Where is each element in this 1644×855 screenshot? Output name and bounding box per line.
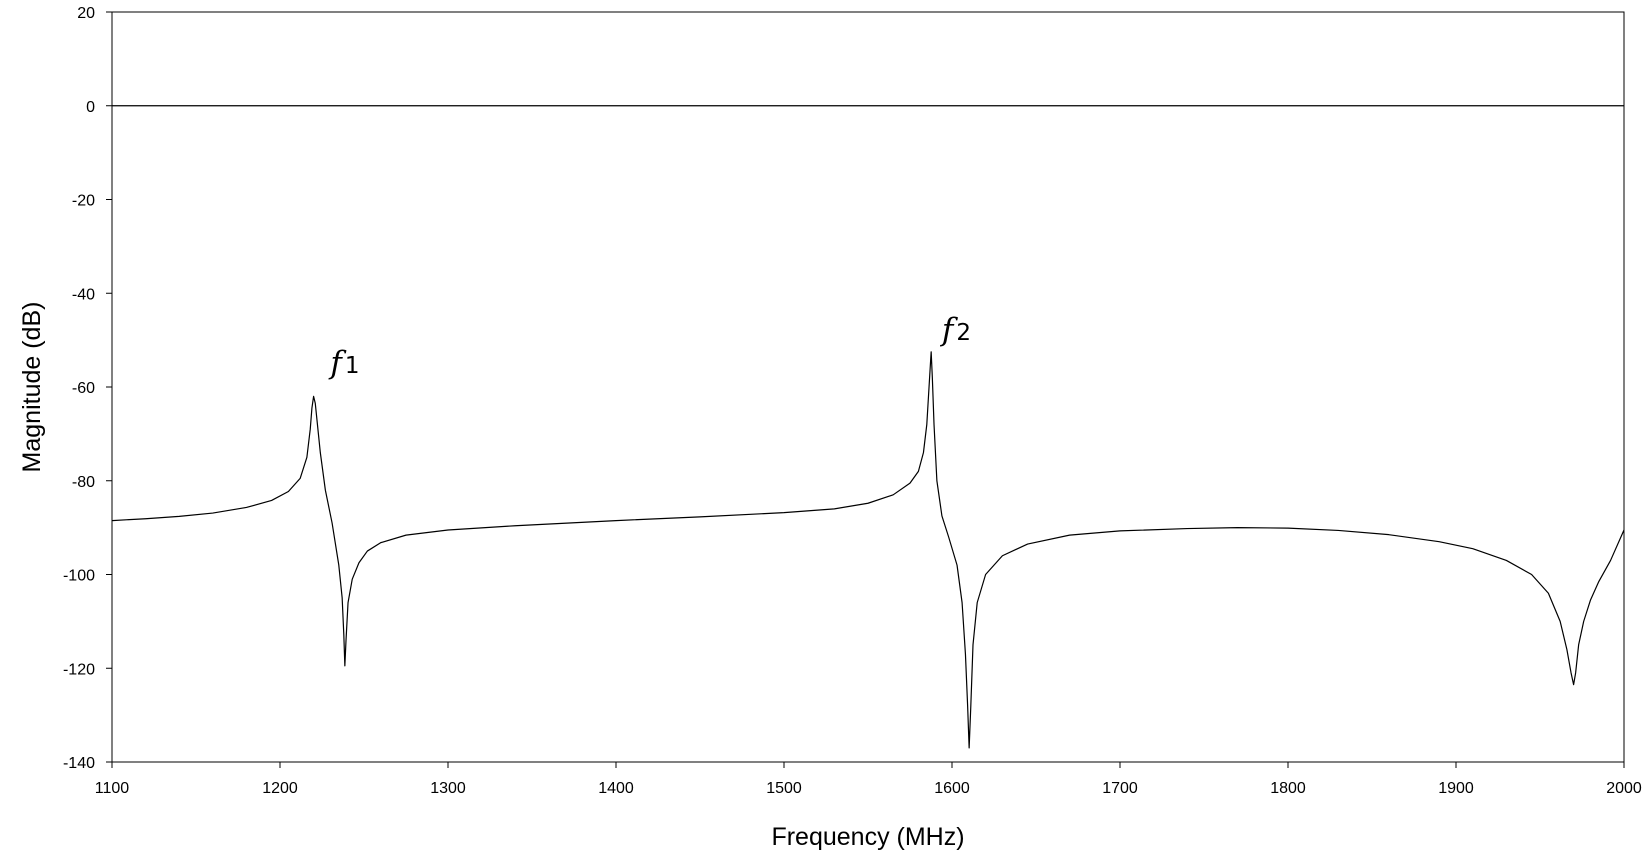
y-tick-label: -140	[63, 755, 95, 772]
x-tick-label: 1900	[1438, 780, 1474, 797]
y-tick-label: 20	[77, 5, 95, 22]
x-tick-label: 1400	[598, 780, 634, 797]
peak-label-subscript: 1	[345, 353, 360, 379]
x-tick-label: 1200	[262, 780, 298, 797]
axis-ticks: 1100 1200 1300 1400 1500 1600 1700 1800 1900 2000…	[63, 5, 1642, 797]
series-line	[111, 351, 1625, 749]
y-tick-label: -120	[63, 661, 95, 678]
x-tick-label: 1700	[1102, 780, 1138, 797]
peak-label-subscript: 2	[956, 320, 971, 346]
x-tick-label: 1300	[430, 780, 466, 797]
x-tick-label: 1100	[95, 780, 130, 797]
y-axis-title: Magnitude (dB)	[18, 302, 46, 473]
plot-area	[111, 11, 1625, 763]
y-tick-label: -80	[72, 474, 95, 491]
y-tick-label: -60	[72, 380, 95, 397]
x-tick-label: 1500	[766, 780, 802, 797]
x-tick-label: 1600	[934, 780, 970, 797]
x-axis-title: Frequency (MHz)	[771, 823, 964, 851]
x-tick-label: 1800	[1270, 780, 1306, 797]
y-tick-label: 0	[86, 99, 95, 116]
y-tick-label: -100	[63, 568, 95, 585]
x-tick-label: 2000	[1606, 780, 1642, 797]
y-tick-label: -40	[72, 286, 95, 303]
y-tick-label: -20	[72, 193, 95, 210]
